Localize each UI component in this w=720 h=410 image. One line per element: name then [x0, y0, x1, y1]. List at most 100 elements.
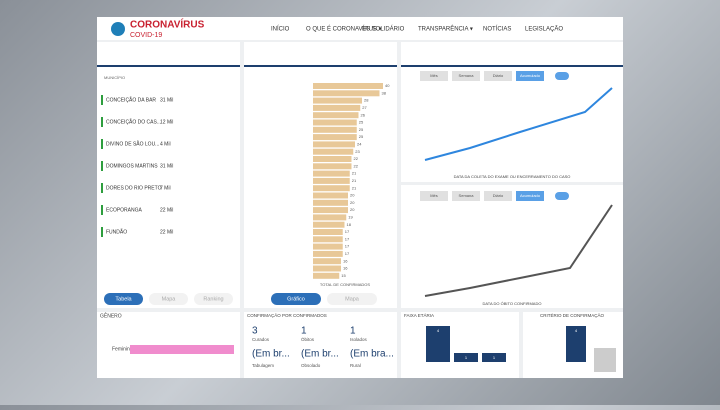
bar-label: 24 — [357, 141, 362, 146]
bar — [313, 185, 350, 192]
bar-label: 20 — [350, 207, 355, 212]
bar-label: 27 — [362, 105, 367, 110]
bar — [313, 141, 355, 148]
nav-link: O QUE É CORONAVÍRUS ▾ — [306, 26, 382, 33]
period-button[interactable] — [516, 191, 544, 201]
row-name: DIVINO DE SÃO LOU... — [106, 140, 159, 147]
gender-label: Feminino — [112, 346, 133, 352]
brand-sub: COVID-19 — [130, 32, 162, 39]
bar-label: 21 — [352, 171, 357, 176]
bar — [313, 119, 357, 126]
bar-label: 20 — [350, 200, 355, 205]
bar — [313, 156, 352, 162]
tab-label: Gráfico — [287, 296, 305, 302]
bar — [313, 243, 343, 250]
bar — [313, 258, 341, 265]
period-button[interactable] — [484, 191, 512, 201]
kpi-caption: Isolados — [350, 337, 368, 342]
line-deaths — [424, 204, 613, 297]
period-button-label: Acumulado — [520, 193, 541, 198]
line-panel — [401, 42, 623, 182]
bar — [313, 214, 347, 221]
row-marker — [101, 183, 103, 193]
age-bar-label: 4 — [437, 328, 440, 333]
row-name: CONCEIÇÃO DA BAR — [106, 96, 156, 103]
scroll-top-button[interactable] — [594, 348, 616, 372]
nav-link: ES SOLIDÁRIO — [362, 26, 405, 33]
tab-label: Mapa — [345, 296, 360, 302]
bar — [313, 148, 354, 155]
bar-label: 16 — [343, 258, 348, 263]
period-button-label: Diário — [493, 193, 504, 198]
row-value: 22 Mil — [160, 229, 173, 235]
kpi-caption: Óbitos — [301, 336, 315, 342]
row-marker — [101, 95, 103, 105]
x-axis-label: DATA DA COLETA DO EXAME OU ENCERRAMENTO … — [454, 174, 571, 179]
bar-label: 16 — [343, 266, 348, 271]
period-button[interactable] — [484, 71, 512, 81]
line-confirmed — [424, 87, 613, 161]
logo — [111, 22, 125, 36]
age-bar — [454, 353, 478, 362]
kpi-status: (Em bra... — [350, 349, 394, 360]
tab-label: Ranking — [203, 296, 223, 302]
line-panel — [401, 185, 623, 308]
age-bar — [482, 353, 506, 362]
period-button[interactable] — [420, 71, 448, 81]
nav-link: TRANSPARÊNCIA ▾ — [418, 25, 473, 33]
row-value: 12 Mil — [160, 119, 173, 125]
row-marker — [101, 227, 103, 237]
tab[interactable] — [271, 293, 321, 305]
tab[interactable] — [327, 293, 377, 305]
bar — [313, 134, 357, 141]
row-name: DORES DO RIO PRETO — [106, 185, 162, 191]
bar-label: 26 — [361, 112, 366, 117]
kpi-caption: Tabulagem — [252, 363, 274, 368]
period-button[interactable] — [452, 71, 480, 81]
age-bar-label: 1 — [465, 355, 468, 360]
x-axis-label: DATA DO ÓBITO CONFIRMADO — [483, 301, 542, 306]
kpi-caption: Rural — [350, 363, 361, 368]
bar — [313, 83, 383, 89]
row-name: ECOPORANGA — [106, 207, 143, 213]
bar — [313, 207, 348, 214]
bar — [313, 104, 361, 111]
brand: CORONAVÍRUS — [130, 18, 205, 31]
age-bar-label: 1 — [493, 355, 496, 360]
tab[interactable] — [149, 293, 188, 305]
header — [97, 17, 623, 40]
bar-label: 18 — [347, 222, 352, 227]
bar-label: 17 — [345, 229, 350, 234]
bar-label: 28 — [364, 98, 369, 103]
bar-label: 17 — [345, 236, 350, 241]
row-name: FUNDÃO — [106, 228, 127, 235]
bar-label: 19 — [348, 214, 353, 219]
toggle[interactable] — [555, 192, 569, 200]
row-value: 31 Mil — [160, 163, 173, 169]
period-button[interactable] — [420, 191, 448, 201]
tab[interactable] — [104, 293, 143, 305]
kpi-number: 1 — [350, 326, 356, 337]
bar-label: 22 — [354, 156, 359, 161]
kpi-status: (Em br... — [301, 349, 339, 360]
bar-label: 25 — [359, 134, 364, 139]
table-title: MUNICÍPIO — [104, 75, 125, 80]
tab-label: Tabela — [115, 296, 132, 302]
bar-label: 40 — [385, 83, 390, 88]
tab[interactable] — [194, 293, 233, 305]
kpi-status: (Em br... — [252, 349, 290, 360]
bar — [313, 236, 343, 243]
period-button[interactable] — [516, 71, 544, 81]
toggle[interactable] — [555, 72, 569, 80]
row-marker — [101, 117, 103, 127]
kpi-panel — [244, 312, 397, 378]
bar — [313, 265, 341, 272]
period-button-label: Semana — [459, 73, 475, 78]
kpi-title: CONFIRMAÇÃO POR CONFIRMADOS — [247, 312, 327, 318]
age-panel — [401, 312, 519, 378]
kpi-caption: Obsolado — [301, 363, 321, 368]
nav-link: NOTÍCIAS — [483, 26, 511, 33]
nav-link: LEGISLAÇÃO — [525, 26, 563, 33]
period-button[interactable] — [452, 191, 480, 201]
